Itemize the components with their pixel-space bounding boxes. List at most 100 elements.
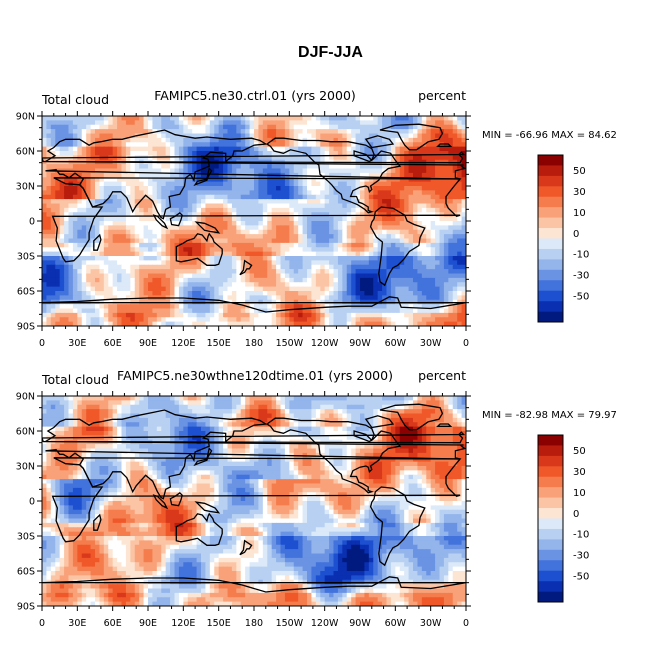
field-cell: [289, 116, 295, 121]
field-cell: [439, 199, 445, 205]
field-cell: [192, 396, 198, 401]
field-cell: [68, 304, 74, 310]
field-cell: [417, 282, 423, 288]
field-cell: [368, 264, 374, 270]
field-cell: [377, 269, 383, 275]
field-cell: [156, 229, 162, 235]
field-cell: [231, 251, 237, 257]
field-cell: [112, 172, 118, 178]
field-cell: [161, 168, 167, 174]
field-cell: [192, 164, 198, 170]
field-cell: [413, 308, 419, 314]
field-cell: [443, 203, 449, 209]
field-cell: [77, 291, 83, 296]
field-cell: [152, 133, 158, 139]
field-cell: [201, 229, 207, 235]
field-cell: [276, 221, 282, 226]
field-cell: [81, 203, 87, 209]
field-cell: [231, 312, 237, 318]
field-cell: [368, 247, 374, 253]
field-cell: [201, 216, 207, 222]
field-cell: [209, 181, 215, 187]
field-cell: [125, 212, 131, 218]
field-cell: [112, 221, 118, 226]
field-cell: [112, 116, 118, 121]
field-cell: [262, 120, 268, 126]
field-cell: [298, 164, 304, 170]
field-cell: [90, 221, 96, 226]
field-cell: [174, 194, 180, 200]
field-cell: [333, 269, 339, 275]
field-cell: [271, 317, 277, 323]
field-cell: [421, 199, 427, 205]
field-cell: [320, 277, 326, 283]
field-cell: [139, 199, 145, 205]
field-cell: [227, 269, 233, 275]
field-cell: [77, 400, 83, 406]
field-cell: [42, 400, 48, 406]
field-cell: [315, 181, 321, 187]
field-cell: [64, 137, 70, 143]
field-cell: [452, 137, 458, 143]
field-cell: [342, 308, 348, 314]
field-cell: [457, 251, 463, 257]
field-cell: [249, 282, 255, 288]
field-cell: [227, 264, 233, 270]
field-cell: [342, 194, 348, 200]
field-cell: [351, 260, 357, 266]
field-cell: [86, 321, 92, 326]
field-cell: [99, 317, 105, 323]
field-cell: [152, 221, 158, 226]
field-cell: [55, 312, 61, 318]
field-cell: [435, 168, 441, 174]
field-cell: [324, 229, 330, 235]
field-cell: [165, 142, 171, 148]
field-cell: [280, 321, 286, 326]
field-cell: [99, 207, 105, 213]
field-cell: [201, 312, 207, 318]
field-cell: [218, 137, 224, 143]
field-cell: [196, 142, 202, 148]
field-cell: [72, 216, 78, 222]
field-cell: [258, 216, 264, 222]
field-cell: [435, 225, 441, 231]
field-cell: [417, 312, 423, 318]
field-cell: [337, 273, 343, 279]
field-cell: [50, 203, 56, 209]
field-cell: [302, 120, 308, 126]
field-cell: [72, 312, 78, 318]
field-cell: [134, 242, 140, 248]
field-cell: [187, 172, 193, 178]
field-cell: [267, 291, 273, 296]
field-cell: [382, 155, 388, 161]
field-cell: [435, 216, 441, 222]
field-cell: [156, 286, 162, 292]
field-cell: [346, 238, 352, 244]
field-cell: [262, 317, 268, 323]
field-cell: [117, 146, 123, 152]
field-cell: [81, 120, 87, 126]
field-cell: [439, 207, 445, 213]
field-cell: [218, 177, 224, 183]
field-cell: [276, 234, 282, 240]
field-cell: [284, 291, 290, 296]
field-cell: [452, 207, 458, 213]
field-cell: [355, 256, 361, 261]
field-cell: [161, 194, 167, 200]
field-cell: [382, 194, 388, 200]
field-cell: [258, 177, 264, 183]
field-cell: [156, 137, 162, 143]
field-cell: [351, 142, 357, 148]
field-cell: [77, 312, 83, 318]
field-cell: [209, 120, 215, 126]
field-cell: [377, 146, 383, 152]
field-cell: [209, 151, 215, 156]
field-cell: [152, 172, 158, 178]
field-cell: [439, 273, 445, 279]
field-cell: [55, 400, 61, 406]
field-cell: [408, 146, 414, 152]
field-cell: [245, 269, 251, 275]
field-cell: [337, 133, 343, 139]
field-cell: [218, 190, 224, 196]
field-cell: [461, 151, 466, 156]
